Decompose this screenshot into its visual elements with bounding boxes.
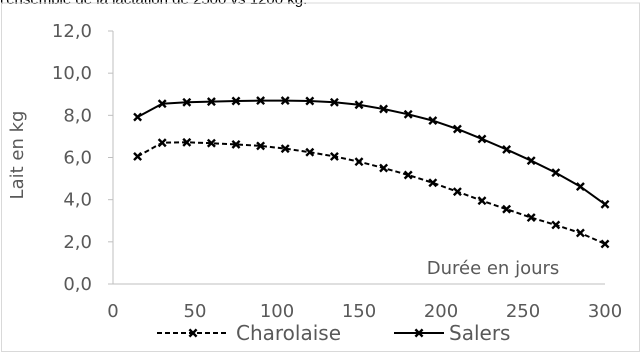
data-point (157, 138, 167, 148)
data-point (182, 137, 192, 147)
x-axis-annotation: Durée en jours (427, 258, 560, 279)
data-point (526, 156, 536, 166)
data-point (256, 141, 266, 151)
series-salers (133, 96, 610, 209)
data-point (477, 134, 487, 144)
x-tick-label: 250 (506, 301, 540, 322)
y-tick-label: 10,0 (52, 63, 92, 84)
data-point (329, 151, 339, 161)
data-point (133, 151, 143, 161)
legend: Charolaise Salers (157, 321, 510, 345)
data-point (379, 104, 389, 114)
series-charolaise (133, 137, 610, 249)
data-point (502, 204, 512, 214)
data-point (477, 196, 487, 206)
legend-marker (414, 328, 424, 338)
legend-label: Salers (449, 321, 510, 345)
data-point (452, 124, 462, 134)
data-point (182, 97, 192, 107)
data-point (551, 220, 561, 230)
legend-item-salers: Salers (394, 321, 510, 345)
data-point (305, 96, 315, 106)
legend-label: Charolaise (236, 321, 341, 345)
y-axis: 0,0 2,0 4,0 6,0 8,0 10,0 12,0 (52, 21, 114, 295)
data-point (354, 100, 364, 110)
y-tick-label: 12,0 (52, 21, 92, 42)
data-point (231, 96, 241, 106)
legend-marker (188, 328, 198, 338)
x-tick-label: 200 (424, 301, 458, 322)
figure-caption: l'ensemble de la lactation de 2500 vs 12… (0, 0, 307, 8)
y-tick-label: 2,0 (63, 232, 92, 253)
y-tick-label: 6,0 (63, 148, 92, 169)
series-line (137, 99, 606, 206)
data-point (575, 182, 585, 192)
y-tick-label: 4,0 (63, 190, 92, 211)
data-point (600, 239, 610, 249)
series-layer (133, 96, 610, 249)
data-point (575, 228, 585, 238)
data-point (502, 145, 512, 154)
data-point (280, 96, 290, 106)
data-point (452, 187, 462, 197)
series-line (137, 141, 606, 245)
x-tick-label: 100 (260, 301, 294, 322)
y-tick-label: 0,0 (63, 274, 92, 295)
data-point (403, 109, 413, 119)
x-tick-label: 150 (342, 301, 376, 322)
x-tick-label: 50 (184, 301, 207, 322)
data-point (403, 170, 413, 180)
data-point (526, 213, 536, 223)
data-point (379, 163, 389, 173)
data-point (206, 138, 216, 148)
data-point (256, 96, 266, 106)
data-point (133, 112, 143, 122)
data-point (551, 168, 561, 178)
legend-item-charolaise: Charolaise (157, 321, 341, 345)
data-point (428, 116, 438, 126)
data-point (206, 97, 216, 107)
y-tick-label: 8,0 (63, 105, 92, 126)
x-axis: 0 50 100 150 200 250 300 (107, 283, 622, 322)
data-point (157, 99, 167, 109)
y-axis-label: Lait en kg (7, 111, 28, 200)
data-point (231, 139, 241, 149)
data-point (329, 97, 339, 107)
data-point (354, 157, 364, 167)
x-tick-label: 0 (107, 301, 118, 322)
data-point (305, 147, 315, 157)
data-point (600, 199, 610, 209)
data-point (280, 144, 290, 154)
x-tick-label: 300 (588, 301, 622, 322)
data-point (428, 178, 438, 188)
